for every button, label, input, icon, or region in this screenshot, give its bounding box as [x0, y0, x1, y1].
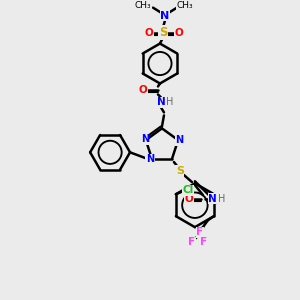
- Text: F: F: [200, 237, 208, 247]
- Text: H: H: [218, 194, 226, 204]
- Text: F: F: [196, 227, 203, 237]
- Text: N: N: [141, 134, 149, 144]
- Text: S: S: [159, 26, 167, 39]
- Text: O: O: [139, 85, 147, 95]
- Text: O: O: [175, 28, 183, 38]
- Text: CH₃: CH₃: [177, 1, 193, 10]
- Text: H: H: [166, 98, 174, 107]
- Text: N: N: [160, 11, 170, 21]
- Text: N: N: [146, 154, 154, 164]
- Text: O: O: [184, 194, 193, 204]
- Text: CH₃: CH₃: [135, 1, 151, 10]
- Text: N: N: [175, 135, 183, 145]
- Text: Cl: Cl: [182, 185, 194, 195]
- Text: N: N: [157, 98, 165, 107]
- Text: O: O: [145, 28, 153, 38]
- Text: S: S: [176, 166, 184, 176]
- Text: F: F: [188, 237, 196, 247]
- Text: N: N: [208, 194, 217, 204]
